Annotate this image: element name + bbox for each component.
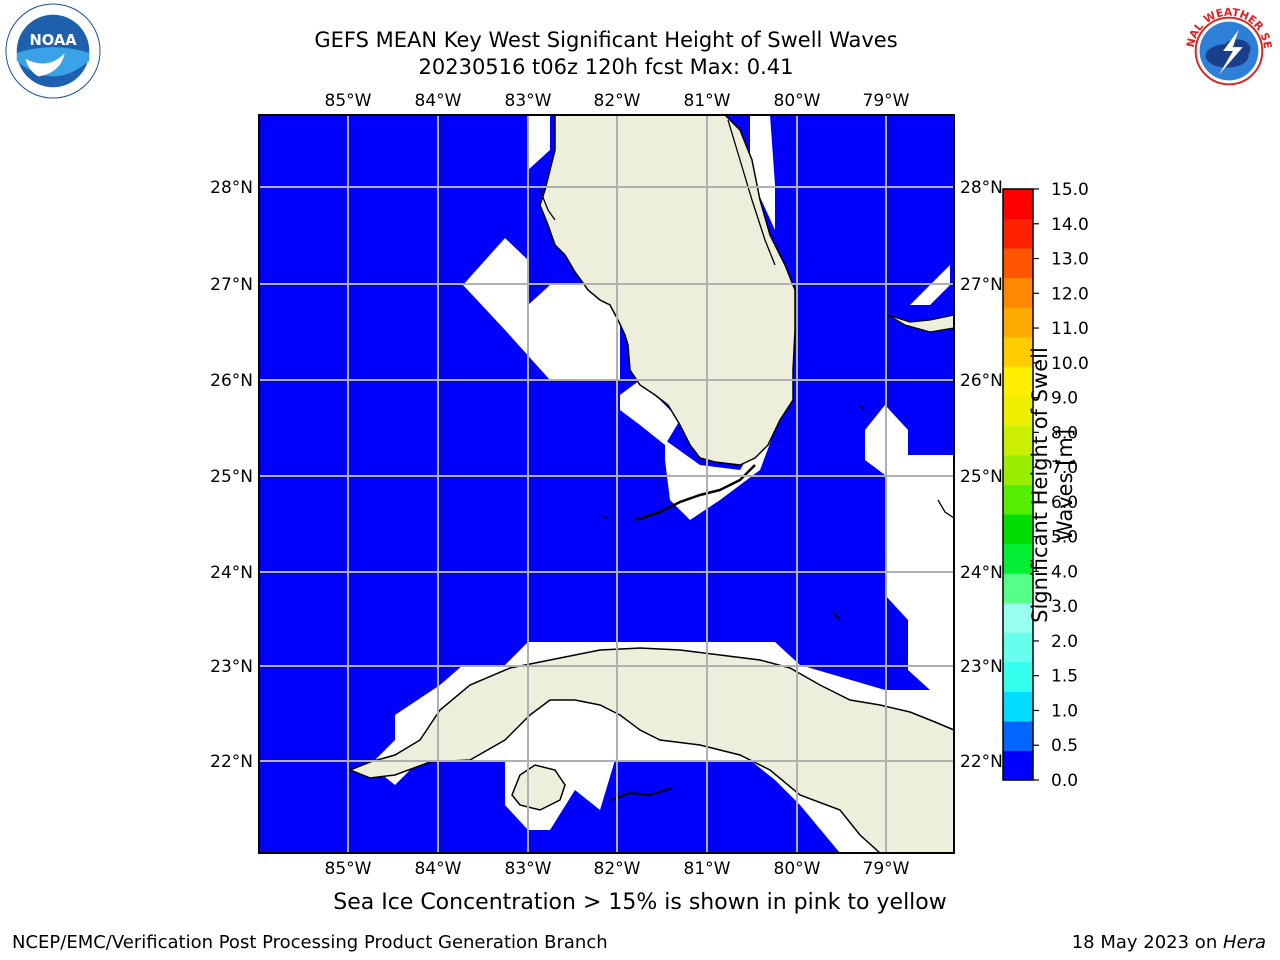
sea-ice-note: Sea Ice Concentration > 15% is shown in … bbox=[333, 890, 947, 915]
colorbar-tick-label: 12.0 bbox=[1051, 284, 1089, 304]
lat-label: 28°N bbox=[210, 178, 253, 198]
colorbar-tick-label: 13.0 bbox=[1051, 250, 1089, 270]
lat-label: 26°N bbox=[960, 371, 1003, 391]
footer-host: Hera bbox=[1222, 932, 1266, 953]
lon-label: 85°W bbox=[325, 91, 372, 111]
colorbar-tick-label: 0.0 bbox=[1051, 771, 1078, 791]
isle-of-youth bbox=[511, 764, 566, 811]
colorbar-tick-label: 8.0 bbox=[1051, 423, 1078, 443]
lat-label: 27°N bbox=[960, 275, 1003, 295]
colorbar-tick-label: 1.5 bbox=[1051, 667, 1078, 687]
lon-label: 81°W bbox=[684, 859, 731, 879]
lat-labels-right: 28°N 27°N 26°N 25°N 24°N 23°N 22°N bbox=[960, 178, 1003, 772]
colorbar-segment bbox=[1003, 307, 1033, 338]
lat-label: 27°N bbox=[210, 275, 253, 295]
colorbar-segment bbox=[1003, 543, 1033, 574]
colorbar-tick-label: 1.0 bbox=[1051, 701, 1078, 721]
lat-label: 24°N bbox=[210, 563, 253, 583]
lon-label: 81°W bbox=[684, 91, 731, 111]
colorbar-tick-label: 14.0 bbox=[1051, 215, 1089, 235]
graticule bbox=[259, 115, 954, 853]
lon-label: 79°W bbox=[863, 91, 910, 111]
lon-label: 79°W bbox=[863, 859, 910, 879]
lon-labels-top: 85°W 84°W 83°W 82°W 81°W 80°W 79°W bbox=[325, 91, 910, 111]
lat-labels-left: 28°N 27°N 26°N 25°N 24°N 23°N 22°N bbox=[210, 178, 253, 772]
map-subtitle: 20230516 t06z 120h fcst Max: 0.41 bbox=[418, 55, 794, 79]
colorbar bbox=[1003, 189, 1033, 781]
colorbar-segment bbox=[1003, 395, 1033, 426]
lon-label: 82°W bbox=[594, 91, 641, 111]
colorbar-segment bbox=[1003, 573, 1033, 604]
colorbar-segment bbox=[1003, 218, 1033, 249]
lat-label: 28°N bbox=[960, 178, 1003, 198]
lon-label: 85°W bbox=[325, 859, 372, 879]
colorbar-segment bbox=[1003, 189, 1033, 220]
colorbar-tick-label: 3.0 bbox=[1051, 597, 1078, 617]
lon-label: 80°W bbox=[774, 859, 821, 879]
noaa-logo: NOAA bbox=[5, 3, 101, 99]
colorbar-segment bbox=[1003, 277, 1033, 308]
lat-label: 26°N bbox=[210, 371, 253, 391]
map-title: GEFS MEAN Key West Significant Height of… bbox=[314, 28, 898, 52]
colorbar-segment bbox=[1003, 602, 1033, 633]
lon-label: 84°W bbox=[415, 859, 462, 879]
lon-label: 80°W bbox=[774, 91, 821, 111]
florida-land bbox=[539, 115, 796, 466]
lon-label: 83°W bbox=[505, 859, 552, 879]
lat-label: 25°N bbox=[960, 467, 1003, 487]
colorbar-tick-label: 15.0 bbox=[1051, 180, 1089, 200]
cuba-land bbox=[347, 647, 954, 853]
colorbar-tick-label: 9.0 bbox=[1051, 389, 1078, 409]
map-frame bbox=[258, 114, 955, 854]
colorbar-segment bbox=[1003, 720, 1033, 751]
lon-label: 84°W bbox=[415, 91, 462, 111]
colorbar-tick-label: 6.0 bbox=[1051, 493, 1078, 513]
nws-logo: NATIONAL WEATHER SERVICE bbox=[1180, 2, 1277, 99]
colorbar-tick-label: 4.0 bbox=[1051, 562, 1078, 582]
colorbar-segment bbox=[1003, 514, 1033, 545]
lon-label: 82°W bbox=[594, 859, 641, 879]
lat-label: 24°N bbox=[960, 563, 1003, 583]
colorbar-tick-label: 2.0 bbox=[1051, 632, 1078, 652]
colorbar-segment bbox=[1003, 454, 1033, 485]
colorbar-title: Significant Height of Swell Waves [m] bbox=[1028, 347, 1077, 623]
colorbar-frame bbox=[1002, 188, 1034, 781]
colorbar-segment bbox=[1003, 248, 1033, 279]
lat-label: 23°N bbox=[210, 657, 253, 677]
noaa-logo-text: NOAA bbox=[29, 32, 77, 49]
colorbar-segment bbox=[1003, 366, 1033, 397]
footer-date-text: 18 May 2023 on bbox=[1071, 932, 1223, 953]
colorbar-segment bbox=[1003, 691, 1033, 722]
lon-label: 83°W bbox=[505, 91, 552, 111]
colorbar-tick-label: 10.0 bbox=[1051, 354, 1089, 374]
lon-labels-bottom: 85°W 84°W 83°W 82°W 81°W 80°W 79°W bbox=[325, 859, 910, 879]
colorbar-tick-label: 7.0 bbox=[1051, 458, 1078, 478]
colorbar-segment bbox=[1003, 336, 1033, 367]
lat-label: 22°N bbox=[960, 752, 1003, 772]
lat-label: 23°N bbox=[960, 657, 1003, 677]
colorbar-segment bbox=[1003, 632, 1033, 663]
lat-label: 22°N bbox=[210, 752, 253, 772]
colorbar-segment bbox=[1003, 425, 1033, 456]
colorbar-tick-label: 0.5 bbox=[1051, 736, 1078, 756]
colorbar-segment bbox=[1003, 750, 1033, 781]
colorbar-tick-label: 11.0 bbox=[1051, 319, 1089, 339]
colorbar-ticks: 15.0 14.0 13.0 12.0 11.0 10.0 9.0 8.0 7.0 6.0 5.0 4… bbox=[1033, 180, 1089, 791]
footer-credit: NCEP/EMC/Verification Post Processing Pr… bbox=[12, 932, 608, 953]
colorbar-segment bbox=[1003, 484, 1033, 515]
colorbar-segment bbox=[1003, 661, 1033, 692]
colorbar-tick-label: 5.0 bbox=[1051, 528, 1078, 548]
lat-label: 25°N bbox=[210, 467, 253, 487]
footer-date: 18 May 2023 on Hera bbox=[1072, 932, 1266, 953]
